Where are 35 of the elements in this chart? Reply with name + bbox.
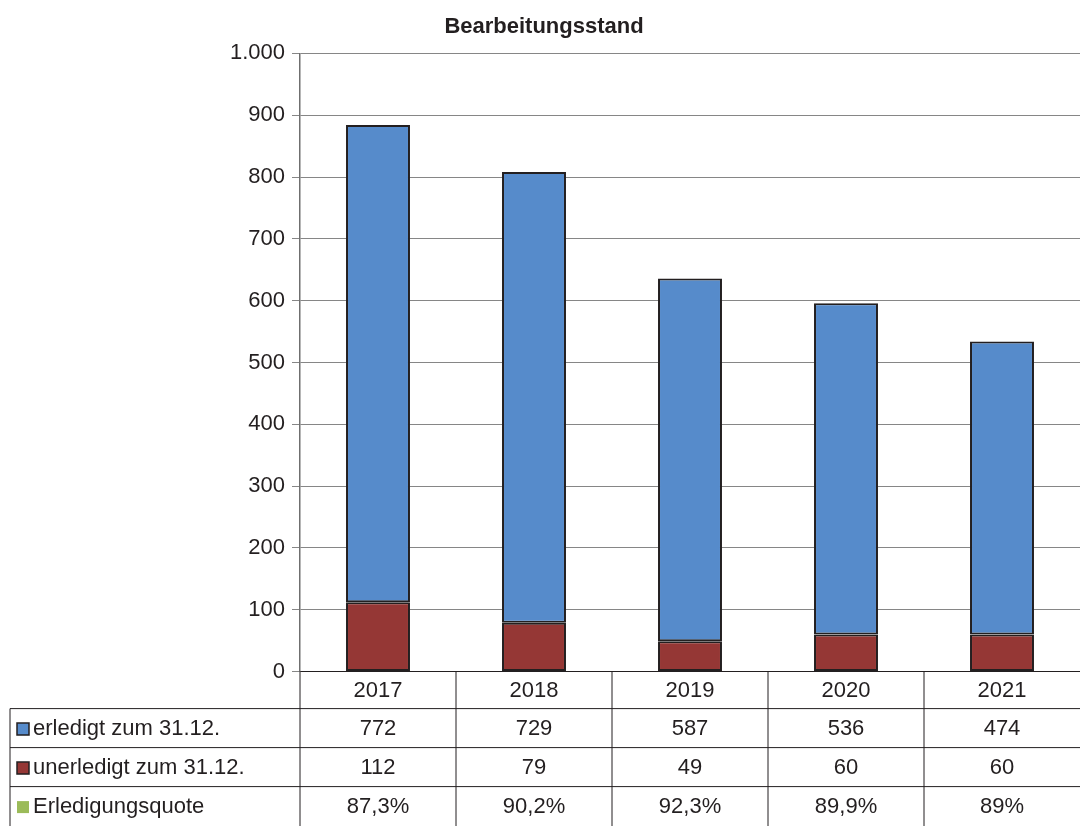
y-tick-label: 600 bbox=[248, 286, 285, 312]
x-tick-label: 2020 bbox=[821, 676, 871, 702]
legend-label: unerledigt zum 31.12. bbox=[33, 754, 245, 780]
y-tick-label: 300 bbox=[248, 472, 285, 498]
text: 92,3% bbox=[658, 793, 722, 819]
text: 87,3% bbox=[346, 793, 410, 819]
data-label: 60 bbox=[833, 754, 859, 780]
text: 89% bbox=[979, 793, 1025, 819]
x-tick-label: 2018 bbox=[509, 676, 559, 702]
data-label: 79 bbox=[521, 754, 547, 780]
y-tick-label: 0 bbox=[272, 657, 285, 683]
data-label: 729 bbox=[515, 715, 553, 741]
x-tick-label: 2021 bbox=[977, 676, 1027, 702]
data-label: 112 bbox=[360, 754, 396, 780]
data-label: 772 bbox=[359, 715, 397, 741]
text: 90,2% bbox=[502, 793, 566, 819]
text: 89,9% bbox=[814, 793, 878, 819]
data-label: 49 bbox=[677, 754, 703, 780]
data-label: 536 bbox=[827, 715, 865, 741]
y-tick-label: 900 bbox=[248, 101, 285, 127]
data-label: 60 bbox=[989, 754, 1015, 780]
x-tick-label: 2017 bbox=[353, 676, 403, 702]
x-tick-label: 2019 bbox=[665, 676, 715, 702]
y-tick-label: 700 bbox=[248, 224, 285, 250]
legend-label: erledigt zum 31.12. bbox=[33, 715, 221, 741]
y-tick-label: 800 bbox=[248, 163, 285, 189]
y-tick-label: 500 bbox=[248, 348, 285, 374]
y-tick-label: 400 bbox=[248, 410, 285, 436]
legend-label: Erledigungsquote bbox=[33, 793, 205, 819]
y-tick-label: 1.000 bbox=[229, 39, 285, 65]
data-label: 587 bbox=[671, 715, 709, 741]
y-tick-label: 100 bbox=[248, 595, 285, 621]
y-tick-label: 200 bbox=[248, 534, 285, 560]
chart-title: Bearbeitungsstand bbox=[444, 13, 644, 39]
data-label: 474 bbox=[983, 715, 1021, 741]
